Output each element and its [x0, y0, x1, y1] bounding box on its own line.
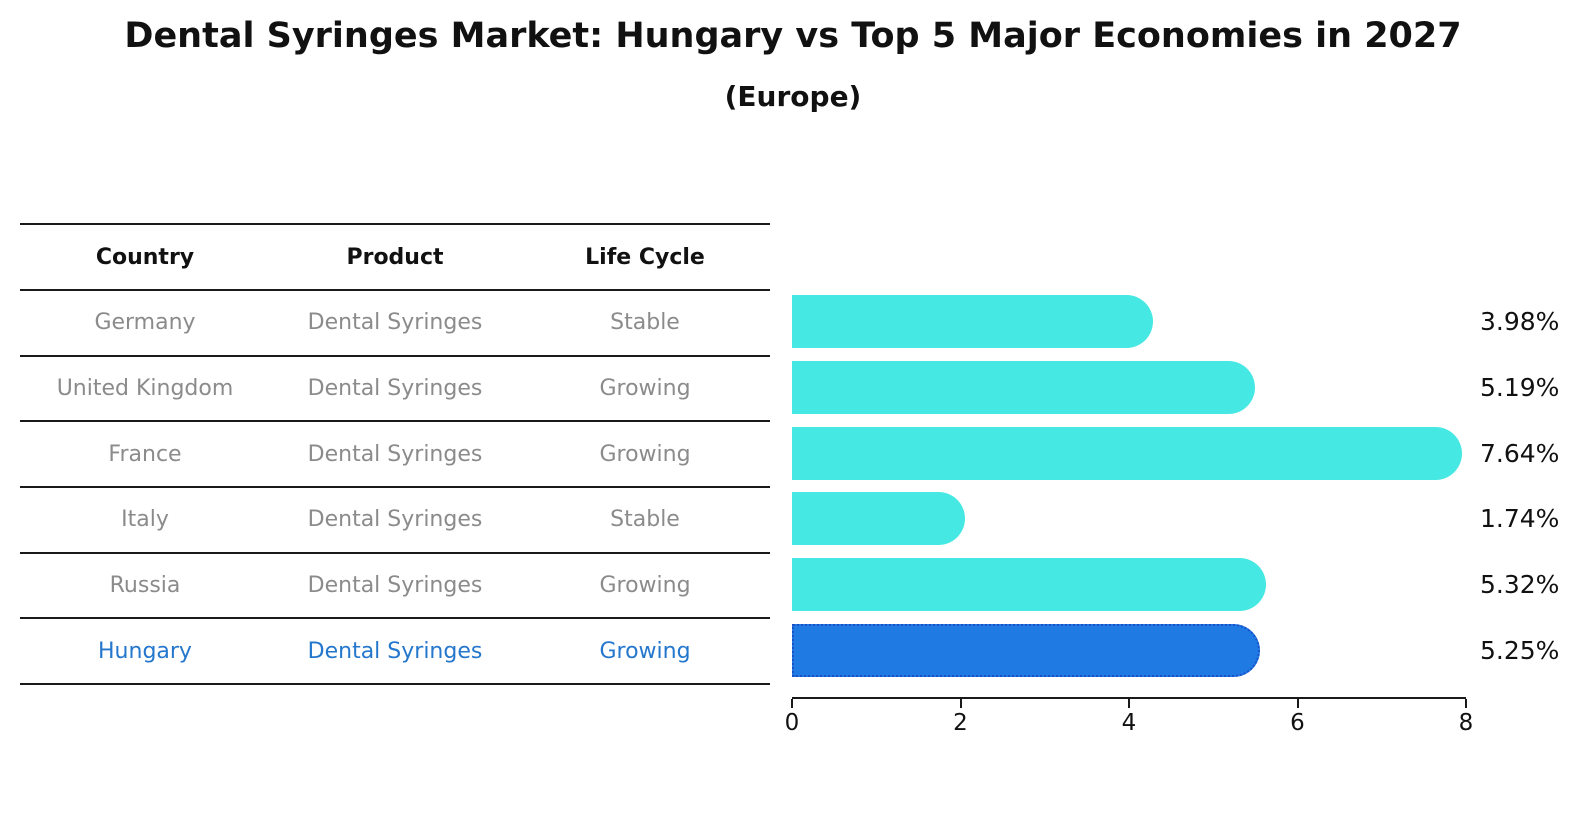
- bar-hungary-highlighted: [792, 623, 1261, 677]
- column-header-lifecycle: Life Cycle: [585, 244, 705, 270]
- bar-germany: [792, 295, 1154, 349]
- x-axis: 0 2 4 6 8: [785, 697, 1473, 736]
- cell-country: Germany: [94, 310, 196, 336]
- cell-product: Dental Syringes: [307, 638, 483, 664]
- value-label-italy: 1.74%: [1480, 504, 1560, 534]
- column-header-product: Product: [346, 244, 444, 270]
- value-label-france: 7.64%: [1480, 438, 1560, 468]
- value-label-hungary: 5.25%: [1480, 635, 1560, 665]
- cell-country: Hungary: [98, 638, 192, 664]
- cell-product: Dental Syringes: [307, 573, 483, 599]
- cell-product: Dental Syringes: [307, 441, 483, 467]
- x-axis-tick-label: 6: [1290, 710, 1305, 736]
- cell-lifecycle: Growing: [599, 441, 691, 467]
- bar-row: [792, 355, 1466, 421]
- country-table: Country Product Life Cycle Germany Denta…: [20, 223, 770, 686]
- chart-title: Dental Syringes Market: Hungary vs Top 5…: [124, 16, 1462, 56]
- bar-row: [792, 617, 1466, 683]
- x-axis-tick-label: 2: [953, 710, 968, 736]
- bar-chart: [792, 289, 1466, 683]
- cell-country: Russia: [109, 573, 181, 599]
- value-label-united-kingdom: 5.19%: [1480, 372, 1560, 402]
- value-label-germany: 3.98%: [1480, 307, 1560, 337]
- x-axis-tick-label: 4: [1121, 710, 1137, 736]
- table-header-row: Country Product Life Cycle: [20, 225, 770, 291]
- bar-row: [792, 420, 1466, 486]
- cell-lifecycle: Stable: [610, 507, 680, 533]
- cell-lifecycle: Growing: [599, 573, 691, 599]
- cell-product: Dental Syringes: [307, 310, 483, 336]
- value-label-column: 3.98% 5.19% 7.64% 1.74% 5.32% 5.25%: [1480, 289, 1580, 683]
- bar-united-kingdom: [792, 360, 1256, 414]
- bar-row: [792, 289, 1466, 355]
- bar-italy: [792, 492, 965, 546]
- x-axis-tick-label: 0: [784, 710, 800, 736]
- cell-lifecycle: Stable: [610, 310, 680, 336]
- table-row: Hungary Dental Syringes Growing: [20, 619, 770, 686]
- table-row: Italy Dental Syringes Stable: [20, 488, 770, 554]
- cell-product: Dental Syringes: [307, 376, 483, 401]
- table-row: France Dental Syringes Growing: [20, 422, 770, 489]
- cell-country: Italy: [121, 507, 169, 533]
- x-axis-tick: [791, 699, 793, 708]
- cell-lifecycle: Growing: [599, 376, 691, 401]
- bar-row: [792, 486, 1466, 552]
- cell-country: United Kingdom: [56, 376, 234, 401]
- x-axis-tick: [959, 699, 962, 708]
- x-axis-tick: [1128, 699, 1130, 708]
- value-label-russia: 5.32%: [1480, 569, 1560, 599]
- x-axis-tick: [1465, 699, 1467, 708]
- table-row: Germany Dental Syringes Stable: [20, 291, 770, 357]
- table-row: Russia Dental Syringes Growing: [20, 554, 770, 620]
- cell-country: France: [108, 441, 182, 467]
- bar-france: [792, 426, 1462, 480]
- column-header-country: Country: [95, 244, 195, 270]
- bar-russia: [792, 557, 1267, 611]
- cell-product: Dental Syringes: [307, 507, 483, 533]
- cell-lifecycle: Growing: [599, 638, 691, 664]
- bar-row: [792, 552, 1466, 618]
- chart-subtitle: (Europe): [724, 80, 862, 113]
- x-axis-tick: [1296, 699, 1299, 708]
- x-axis-tick-label: 8: [1458, 710, 1474, 736]
- table-row: United Kingdom Dental Syringes Growing: [20, 357, 770, 423]
